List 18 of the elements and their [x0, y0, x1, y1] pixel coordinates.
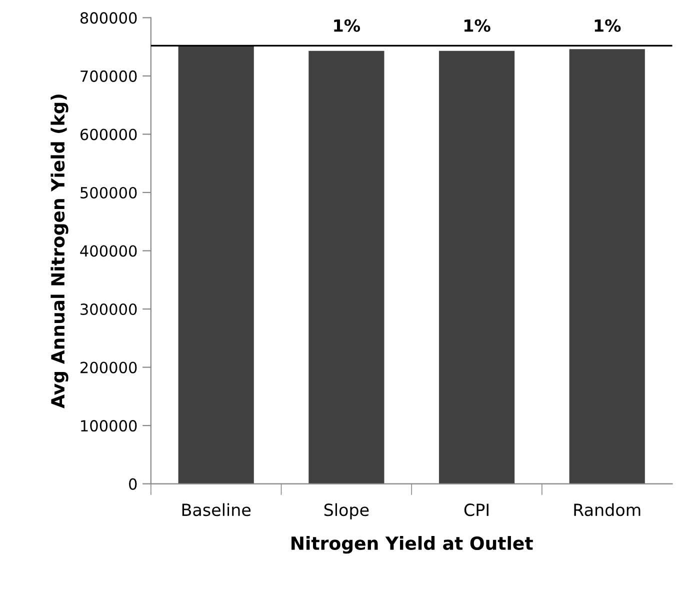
y-tick-label: 800000: [80, 12, 137, 24]
annotation: 1%: [594, 19, 621, 32]
x-tick-label: CPI: [464, 504, 488, 516]
y-tick-label: 400000: [80, 245, 137, 257]
x-axis-title: Nitrogen Yield at Outlet: [292, 536, 533, 554]
y-tick-label: 600000: [80, 128, 137, 140]
annotation: 1%: [464, 19, 490, 32]
x-tick-label: Baseline: [182, 503, 251, 516]
y-tick-label: 500000: [80, 186, 137, 199]
x-tick-label: Random: [574, 503, 640, 516]
y-tick-label: 700000: [80, 70, 137, 82]
y-tick-label: 200000: [80, 362, 137, 374]
y-tick-label: 300000: [80, 303, 137, 316]
y-axis-title: Avg Annual Nitrogen Yield (kg): [50, 94, 68, 408]
x-tick-label: Slope: [324, 503, 369, 520]
annotation: 1%: [334, 19, 360, 32]
y-tick-label: 100000: [81, 420, 137, 432]
y-tick-label: 0: [129, 478, 137, 490]
